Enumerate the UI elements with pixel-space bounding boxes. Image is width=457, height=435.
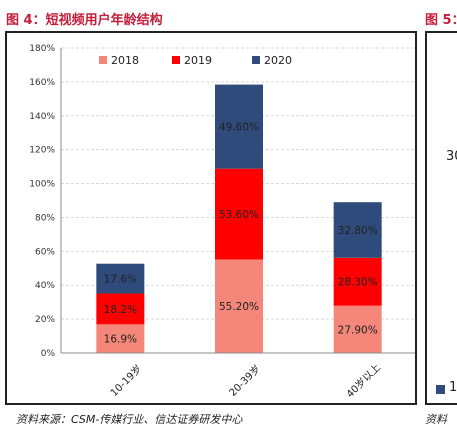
y-tick-label: 40% [35, 281, 55, 291]
bar-segment-2019 [333, 257, 382, 306]
legend-swatch-2018 [99, 56, 107, 64]
adjacent-figure-title: 图 5： [425, 13, 457, 28]
data-label: 32.80% [338, 225, 378, 237]
source-note: 资料来源：CSM-传媒行业、信达证券研发中心 [16, 413, 243, 426]
stacked-bar-chart: 16.9% 18.2% 17.6% 55.20% 53.60% 49.60% 27.90% 2… [29, 44, 415, 400]
bars-layer: 16.9% 18.2% 17.6% 55.20% 53.60% 49.60% 27.90% 2… [96, 84, 382, 353]
data-label: 27.90% [338, 324, 378, 336]
figure-title: 图 4：短视频用户年龄结构 [6, 13, 163, 28]
x-tick-label: 20-39岁 [226, 362, 263, 399]
legend-label-2019: 2019 [184, 54, 212, 67]
x-tick-label: 40岁以上 [343, 361, 382, 400]
data-label: 17.6% [104, 274, 137, 286]
legend-swatch-2019 [172, 56, 180, 64]
adjacent-source-note: 资料 [425, 413, 447, 426]
bar-segment-2020 [96, 263, 145, 294]
y-tick-label: 60% [35, 247, 55, 257]
legend-label-2018: 2018 [111, 54, 139, 67]
adjacent-legend-label: 18 [449, 380, 457, 395]
data-label: 49.60% [219, 122, 259, 134]
y-tick-label: 180% [29, 44, 55, 54]
bar-segment-2020 [215, 84, 263, 169]
y-tick-label: 120% [29, 146, 55, 156]
y-tick-label: 0% [41, 349, 56, 359]
adjacent-legend-swatch [436, 385, 445, 394]
y-tick-label: 80% [35, 213, 55, 223]
y-tick-label: 20% [35, 315, 55, 325]
data-label: 18.2% [104, 304, 137, 316]
legend: 2018 2019 2020 [99, 54, 292, 67]
data-label: 53.60% [219, 209, 259, 221]
bar-segment-2020 [333, 202, 382, 258]
bar-segment-2018 [96, 324, 145, 353]
y-tick-label: 140% [29, 112, 55, 122]
bar-segment-2018 [333, 305, 382, 353]
bar-segment-2018 [215, 259, 263, 353]
x-tick-label: 10-19岁 [107, 362, 144, 399]
legend-swatch-2020 [252, 56, 260, 64]
bar-segment-2019 [215, 168, 263, 260]
chart-frame: 16.9% 18.2% 17.6% 55.20% 53.60% 49.60% 27.90% 2… [5, 31, 417, 405]
adjacent-chart-label: 30 [446, 149, 457, 164]
y-tick-label: 160% [29, 78, 55, 88]
adjacent-chart-fragment: 30 18 [425, 31, 457, 405]
legend-label-2020: 2020 [264, 54, 292, 67]
y-tick-label: 100% [29, 180, 55, 190]
data-label: 28.30% [338, 277, 378, 289]
data-label: 16.9% [104, 334, 137, 346]
data-label: 55.20% [219, 301, 259, 313]
bar-segment-2019 [96, 293, 145, 325]
